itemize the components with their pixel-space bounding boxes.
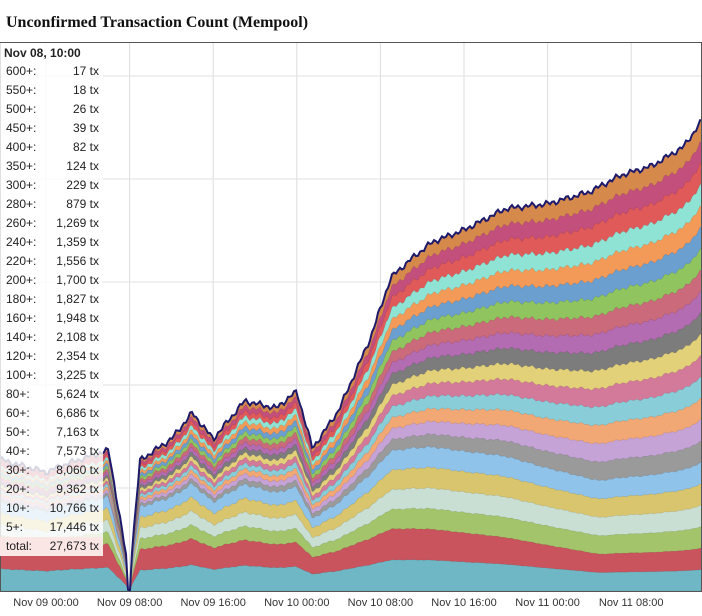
tooltip-value: 7,573 tx: [56, 444, 99, 458]
chart-title: Unconfirmed Transaction Count (Mempool): [6, 14, 309, 31]
tooltip-row: 600+: 17 tx: [0, 62, 103, 81]
tooltip-bucket: 40+:: [6, 444, 30, 458]
x-tick-label: Nov 09 08:00: [96, 597, 163, 609]
tooltip-value: 2,354 tx: [56, 349, 99, 363]
tooltip-row: 450+: 39 tx: [0, 119, 103, 138]
tooltip-value: 5,624 tx: [56, 387, 99, 401]
tooltip-bucket: 5+:: [6, 520, 24, 534]
tooltip-row: 260+: 1,269 tx: [0, 214, 103, 233]
tooltip-bucket: 220+:: [6, 254, 37, 268]
tooltip-value: 3,225 tx: [56, 368, 99, 382]
tooltip-value: 1,359 tx: [56, 235, 99, 249]
x-tick-label: Nov 10 16:00: [431, 597, 497, 609]
tooltip-value: 7,163 tx: [56, 425, 99, 439]
tooltip-value: 9,362 tx: [56, 482, 99, 496]
tooltip-value: 1,827 tx: [56, 292, 99, 306]
tooltip-total-row: total: 27,673 tx: [0, 537, 103, 556]
tooltip-value: 1,556 tx: [56, 254, 99, 268]
tooltip-row: 80+: 5,624 tx: [0, 385, 103, 404]
tooltip-row: 180+: 1,827 tx: [0, 290, 103, 309]
tooltip-bucket: 60+:: [6, 406, 30, 420]
total-line: [0, 119, 702, 592]
tooltip-value: 2,108 tx: [56, 330, 99, 344]
tooltip-row: 160+: 1,948 tx: [0, 309, 103, 328]
tooltip-value: 18 tx: [72, 83, 99, 97]
tooltip-bucket: 500+:: [6, 102, 37, 116]
tooltip-value: 10,766 tx: [49, 501, 99, 515]
x-tick-label: Nov 10 08:00: [347, 597, 414, 609]
tooltip-time: Nov 08, 10:00: [4, 46, 81, 60]
tooltip-bucket: 550+:: [6, 83, 37, 97]
tooltip-row: 200+: 1,700 tx: [0, 271, 103, 290]
tooltip-value: 229 tx: [66, 178, 99, 192]
tooltip-bucket: 260+:: [6, 216, 37, 230]
tooltip-bucket: 400+:: [6, 140, 37, 154]
tooltip-value: 1,700 tx: [56, 273, 99, 287]
tooltip-row: 10+: 10,766 tx: [0, 499, 103, 518]
tooltip-bucket: 350+:: [6, 159, 37, 173]
tooltip-bucket: 120+:: [6, 349, 37, 363]
x-tick-label: Nov 09 00:00: [13, 597, 79, 609]
tooltip-row: 300+: 229 tx: [0, 176, 103, 195]
tooltip-bucket: 80+:: [6, 387, 30, 401]
tooltip-value: 26 tx: [72, 102, 99, 116]
tooltip-row: 350+: 124 tx: [0, 157, 103, 176]
tooltip-bucket: 280+:: [6, 197, 37, 211]
tooltip-bucket: 50+:: [6, 425, 30, 439]
tooltip-row: 5+: 17,446 tx: [0, 518, 103, 537]
tooltip-row: 140+: 2,108 tx: [0, 328, 103, 347]
tooltip-bucket: 240+:: [6, 235, 37, 249]
tooltip-bucket: 30+:: [6, 463, 30, 477]
tooltip-row: 100+: 3,225 tx: [0, 366, 103, 385]
area-layer-0: [0, 559, 702, 592]
tooltip-row: 20+: 9,362 tx: [0, 480, 103, 499]
tooltip-bucket: 20+:: [6, 482, 30, 496]
tooltip-row: 50+: 7,163 tx: [0, 423, 103, 442]
tooltip-value: 879 tx: [66, 197, 99, 211]
tooltip-value: 1,948 tx: [56, 311, 99, 325]
tooltip-value: 17,446 tx: [49, 520, 99, 534]
tooltip-bucket: 10+:: [6, 501, 30, 515]
tooltip-value: 124 tx: [66, 159, 99, 173]
tooltip-bucket: 450+:: [6, 121, 37, 135]
tooltip-bucket: 300+:: [6, 178, 37, 192]
x-tick-label: Nov 11 08:00: [598, 597, 664, 609]
tooltip-row: 40+: 7,573 tx: [0, 442, 103, 461]
x-tick-label: Nov 11 00:00: [515, 597, 580, 609]
tooltip-row: 120+: 2,354 tx: [0, 347, 103, 366]
tooltip-bucket: 200+:: [6, 273, 37, 287]
tooltip-bucket: 100+:: [6, 368, 37, 382]
tooltip-value: 6,686 tx: [56, 406, 99, 420]
tooltip-row: 550+: 18 tx: [0, 81, 103, 100]
tooltip-row: 30+: 8,060 tx: [0, 461, 103, 480]
tooltip-row: 280+: 879 tx: [0, 195, 103, 214]
tooltip-value: 8,060 tx: [56, 463, 99, 477]
tooltip-value: 82 tx: [72, 140, 99, 154]
x-tick-label: Nov 10 00:00: [264, 597, 330, 609]
tooltip-row: 500+: 26 tx: [0, 100, 103, 119]
hover-tooltip: Nov 08, 10:00 600+: 17 tx 550+: 18 tx 500+: 2…: [0, 43, 103, 556]
tooltip-bucket: 600+:: [6, 64, 37, 78]
tooltip-row: 400+: 82 tx: [0, 138, 103, 157]
total-series-line: [0, 119, 702, 592]
tooltip-total-value: 27,673 tx: [49, 539, 99, 553]
tooltip-value: 17 tx: [72, 64, 99, 78]
stacked-areas: [0, 120, 702, 592]
tooltip-row: 240+: 1,359 tx: [0, 233, 103, 252]
tooltip-bucket: 180+:: [6, 292, 37, 306]
tooltip-row: 220+: 1,556 tx: [0, 252, 103, 271]
tooltip-row: 60+: 6,686 tx: [0, 404, 103, 423]
x-tick-label: Nov 09 16:00: [180, 597, 246, 609]
tooltip-bucket: 160+:: [6, 311, 37, 325]
tooltip-bucket: 140+:: [6, 330, 37, 344]
tooltip-value: 39 tx: [72, 121, 99, 135]
tooltip-total-label: total:: [6, 539, 33, 553]
tooltip-value: 1,269 tx: [56, 216, 99, 230]
